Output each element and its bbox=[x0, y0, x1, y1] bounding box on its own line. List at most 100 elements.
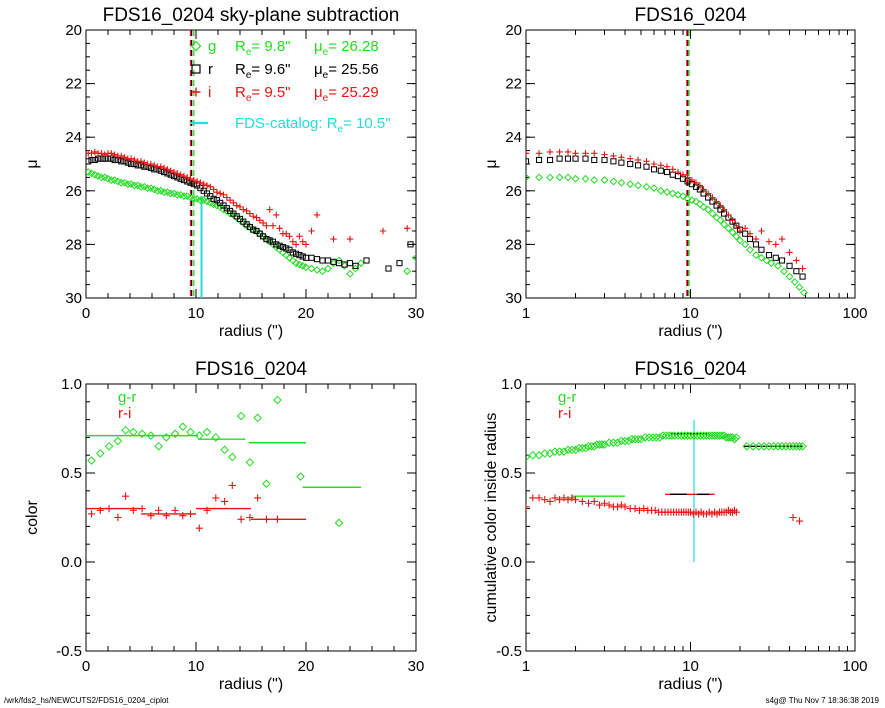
x-tick-label: 10 bbox=[188, 658, 205, 675]
data-point bbox=[107, 176, 116, 184]
data-point bbox=[748, 441, 758, 451]
data-point bbox=[571, 174, 580, 183]
data-point bbox=[190, 176, 197, 184]
data-point bbox=[724, 433, 733, 442]
data-point bbox=[551, 494, 559, 502]
data-point bbox=[233, 202, 240, 209]
data-point bbox=[266, 237, 273, 244]
y-tick-label: 1.0 bbox=[61, 376, 82, 393]
data-point bbox=[650, 166, 658, 173]
data-point bbox=[319, 257, 326, 264]
data-point bbox=[95, 449, 105, 458]
data-point bbox=[298, 261, 307, 270]
data-point bbox=[528, 450, 538, 460]
x-tick-label: 1 bbox=[522, 305, 530, 322]
data-point bbox=[228, 481, 236, 490]
data-point bbox=[302, 241, 310, 248]
y-tick-label: 0.0 bbox=[501, 554, 522, 571]
y-tick-label: 24 bbox=[505, 129, 522, 146]
data-point bbox=[164, 166, 171, 173]
data-point bbox=[236, 203, 244, 211]
data-point bbox=[568, 494, 576, 502]
data-point bbox=[162, 512, 170, 520]
data-point bbox=[564, 148, 572, 156]
data-point bbox=[674, 190, 682, 199]
data-point bbox=[253, 413, 262, 423]
data-point bbox=[669, 171, 676, 178]
x-axis-label: radius (") bbox=[219, 323, 283, 340]
data-point bbox=[680, 431, 689, 440]
data-point bbox=[590, 176, 599, 184]
data-point bbox=[151, 162, 158, 169]
data-point bbox=[773, 441, 783, 451]
x-tick-label: 1 bbox=[522, 658, 530, 675]
data-point bbox=[186, 427, 195, 437]
data-point bbox=[330, 235, 337, 243]
data-point bbox=[704, 205, 713, 214]
data-point bbox=[170, 168, 178, 176]
data-point bbox=[581, 174, 590, 183]
data-point bbox=[772, 241, 779, 248]
data-point bbox=[113, 436, 123, 446]
data-point bbox=[778, 257, 786, 264]
data-point bbox=[220, 191, 227, 199]
data-point bbox=[664, 431, 674, 440]
data-point bbox=[137, 429, 147, 439]
data-point bbox=[634, 156, 642, 164]
data-point bbox=[283, 245, 290, 252]
data-point bbox=[684, 174, 691, 181]
data-point bbox=[88, 150, 95, 157]
data-point bbox=[661, 431, 671, 440]
data-point bbox=[179, 192, 188, 201]
data-point bbox=[630, 434, 640, 444]
data-point bbox=[313, 211, 321, 219]
series-r-i bbox=[526, 494, 804, 525]
data-point bbox=[556, 148, 563, 156]
data-point bbox=[150, 185, 159, 194]
data-point bbox=[203, 197, 211, 206]
series-g-r bbox=[87, 395, 344, 528]
data-point bbox=[655, 433, 665, 442]
data-point bbox=[635, 162, 642, 169]
data-point bbox=[752, 251, 760, 260]
x-tick-label: 10 bbox=[682, 305, 699, 322]
data-point bbox=[153, 186, 162, 195]
data-point bbox=[187, 175, 194, 182]
data-point bbox=[788, 441, 798, 451]
data-point bbox=[582, 150, 589, 157]
data-point bbox=[186, 510, 195, 518]
data-point bbox=[605, 501, 613, 509]
data-point bbox=[720, 206, 728, 213]
data-point bbox=[626, 180, 635, 189]
footer-stamp: s4g@ Thu Nov 7 18:36:38 2019 bbox=[765, 696, 879, 705]
data-point bbox=[273, 211, 280, 219]
data-point bbox=[774, 261, 782, 270]
data-point bbox=[652, 433, 661, 442]
data-point bbox=[693, 431, 702, 440]
data-point bbox=[535, 494, 543, 502]
series-g bbox=[526, 173, 808, 297]
y-tick-label: 30 bbox=[505, 290, 522, 307]
data-point bbox=[313, 256, 321, 263]
data-point bbox=[563, 445, 573, 455]
data-point bbox=[273, 395, 282, 405]
data-point bbox=[196, 196, 205, 205]
data-point bbox=[610, 152, 617, 160]
data-point bbox=[785, 272, 794, 281]
data-point bbox=[193, 178, 201, 185]
data-point bbox=[104, 441, 114, 451]
data-point bbox=[559, 447, 569, 456]
data-point bbox=[578, 497, 586, 506]
series-r bbox=[86, 155, 414, 272]
data-point bbox=[798, 441, 807, 451]
data-point bbox=[631, 505, 639, 513]
data-point bbox=[526, 452, 531, 462]
data-point bbox=[710, 431, 719, 440]
data-point bbox=[643, 163, 650, 170]
data-point bbox=[627, 155, 634, 162]
plot-frame bbox=[85, 383, 417, 652]
data-point bbox=[725, 211, 732, 219]
series-r-i bbox=[87, 481, 281, 532]
data-point bbox=[313, 265, 321, 274]
data-point bbox=[778, 235, 786, 243]
